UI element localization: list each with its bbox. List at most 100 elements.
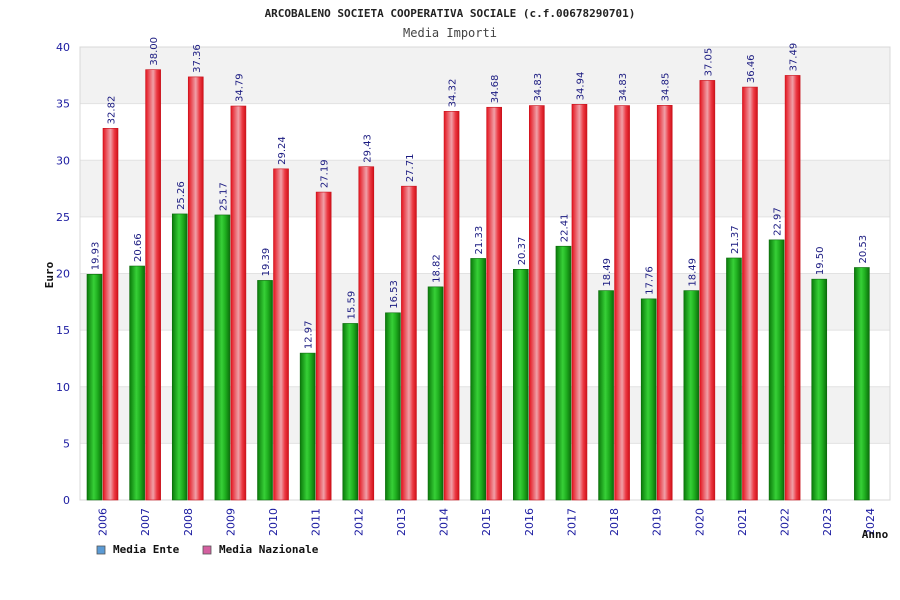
x-tick-label: 2020 — [693, 508, 706, 536]
value-label: 18.49 — [687, 258, 698, 287]
bar-media-ente-2012 — [342, 323, 359, 501]
x-tick-label: 2006 — [97, 508, 110, 536]
bar-media-nazionale-2012 — [358, 166, 375, 501]
bar-media-ente-2020 — [683, 290, 700, 501]
value-label: 36.46 — [746, 54, 757, 83]
bar-media-ente-2015 — [470, 258, 486, 501]
bar-media-nazionale-2009 — [230, 105, 247, 501]
x-tick-label: 2024 — [864, 508, 877, 536]
bar-media-nazionale-2010 — [273, 168, 289, 501]
chart-title: ARCOBALENO SOCIETA COOPERATIVA SOCIALE (… — [265, 7, 636, 20]
y-axis-label: Euro — [43, 261, 56, 288]
bar-media-nazionale-2015 — [486, 106, 502, 501]
y-tick-label: 30 — [56, 154, 70, 167]
legend-label-media-ente: Media Ente — [113, 543, 180, 556]
value-label: 37.36 — [192, 44, 203, 73]
bar-media-nazionale-2013 — [401, 185, 417, 501]
value-label: 27.71 — [405, 154, 416, 183]
value-label: 19.93 — [91, 242, 102, 271]
bar-media-nazionale-2017 — [571, 104, 588, 501]
value-label: 22.41 — [559, 214, 570, 243]
value-label: 34.85 — [661, 73, 672, 102]
chart-subtitle: Media Importi — [403, 26, 497, 40]
legend: Media Ente Media Nazionale — [96, 543, 319, 556]
value-label: 34.32 — [448, 79, 459, 108]
bar-media-nazionale-2018 — [614, 105, 630, 501]
y-tick-label: 5 — [63, 437, 70, 450]
x-tick-label: 2011 — [310, 508, 323, 536]
bar-media-ente-2019 — [640, 298, 657, 501]
value-label: 20.53 — [858, 235, 869, 264]
y-tick-label: 15 — [56, 324, 70, 337]
value-labels: 19.93 32.82 20.66 38.00 25.26 37.36 25.17 34.79… — [91, 37, 869, 349]
value-label: 18.49 — [602, 258, 613, 287]
bar-media-nazionale-2016 — [529, 105, 545, 501]
x-tick-label: 2012 — [352, 508, 365, 536]
bar-media-ente-2014 — [427, 286, 444, 501]
value-label: 17.76 — [645, 266, 656, 295]
value-label: 12.97 — [304, 320, 315, 349]
bar-media-nazionale-2021 — [742, 86, 758, 501]
x-tick-label: 2023 — [821, 508, 834, 536]
bars — [86, 69, 870, 501]
value-label: 16.53 — [389, 280, 400, 309]
value-label: 21.33 — [474, 226, 485, 255]
x-axis-label: Anno — [862, 528, 889, 541]
value-label: 34.83 — [533, 73, 544, 102]
y-tick-label: 0 — [63, 494, 70, 507]
y-tick-label: 40 — [56, 41, 70, 54]
bar-media-ente-2006 — [86, 273, 103, 501]
x-tick-label: 2007 — [139, 508, 152, 536]
bar-media-nazionale-2008 — [187, 76, 204, 501]
y-tick-label: 10 — [56, 381, 70, 394]
value-label: 37.49 — [789, 43, 800, 72]
x-tick-label: 2010 — [267, 508, 280, 536]
x-tick-label: 2009 — [224, 508, 237, 536]
bar-media-ente-2009 — [214, 214, 231, 501]
y-tick-label: 20 — [56, 268, 70, 281]
value-label: 22.97 — [773, 207, 784, 236]
value-label: 25.17 — [218, 182, 229, 211]
y-axis-ticks: 0 5 10 15 20 25 30 35 40 — [56, 41, 70, 507]
value-label: 29.43 — [362, 134, 373, 163]
value-label: 25.26 — [176, 181, 187, 210]
value-label: 34.68 — [490, 75, 501, 104]
bar-media-ente-2022 — [768, 239, 785, 501]
y-tick-label: 25 — [56, 211, 70, 224]
x-tick-label: 2022 — [779, 508, 792, 536]
value-label: 18.82 — [432, 254, 443, 283]
x-tick-label: 2017 — [565, 508, 578, 536]
bar-media-ente-2010 — [257, 280, 273, 501]
bar-media-ente-2007 — [129, 265, 145, 501]
value-label: 37.05 — [703, 48, 714, 77]
legend-swatch-media-nazionale — [202, 545, 212, 555]
legend-label-media-nazionale: Media Nazionale — [219, 543, 319, 556]
y-tick-label: 35 — [56, 98, 70, 111]
bar-media-nazionale-2022 — [784, 75, 801, 501]
x-tick-label: 2013 — [395, 508, 408, 536]
bar-media-nazionale-2014 — [443, 111, 460, 501]
bar-media-nazionale-2011 — [315, 191, 332, 501]
x-axis-ticks: 2006 2007 2008 2009 2010 2011 2012 2013 2014 2015… — [97, 508, 877, 536]
x-tick-label: 2008 — [182, 508, 195, 536]
bar-media-ente-2021 — [726, 257, 742, 501]
bar-media-ente-2017 — [555, 245, 572, 501]
value-label: 27.19 — [320, 159, 331, 188]
bar-media-ente-2023 — [811, 278, 828, 501]
x-tick-label: 2019 — [651, 508, 664, 536]
bar-media-nazionale-2006 — [102, 128, 119, 501]
bar-media-ente-2018 — [598, 290, 614, 501]
value-label: 19.39 — [261, 248, 272, 277]
value-label: 20.66 — [133, 233, 144, 262]
x-tick-label: 2021 — [736, 508, 749, 536]
value-label: 38.00 — [149, 37, 160, 66]
value-label: 20.37 — [517, 237, 528, 266]
value-label: 34.83 — [618, 73, 629, 102]
value-label: 19.50 — [815, 247, 826, 276]
bar-media-ente-2024 — [854, 267, 870, 501]
bar-media-ente-2013 — [385, 312, 401, 501]
value-label: 21.37 — [730, 225, 741, 254]
value-label: 15.59 — [346, 291, 357, 320]
bar-media-ente-2016 — [513, 269, 529, 501]
